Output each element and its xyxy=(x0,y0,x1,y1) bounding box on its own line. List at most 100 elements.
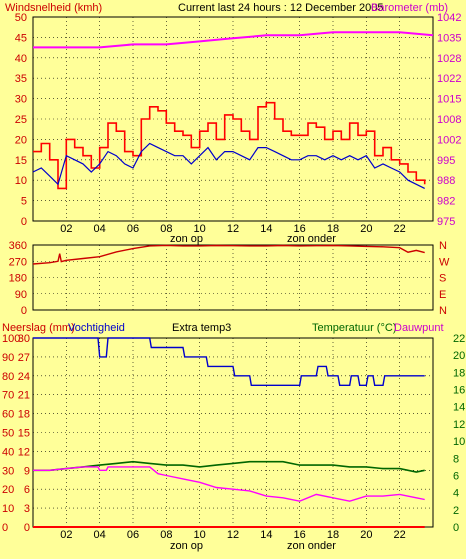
x-tick-label: 14 xyxy=(260,223,272,235)
barometer-y-tick-label: 975 xyxy=(437,216,455,228)
humidity-line xyxy=(33,337,425,386)
x-tick-label: 14 xyxy=(260,529,272,541)
dewpoint-axis-title: Dauwpunt xyxy=(394,322,444,334)
compass-tick-label: E xyxy=(439,289,446,301)
rain-y-tick-label: 100 xyxy=(2,333,20,345)
direction-y-tick-label: 360 xyxy=(9,240,27,252)
rain-y-tick-label: 20 xyxy=(2,484,14,496)
humidity-y-tick-label: 15 xyxy=(18,428,30,440)
extra-temp-title: Extra temp3 xyxy=(172,322,231,334)
sunrise-label-top: zon op xyxy=(170,233,203,245)
temperature-y-tick-label: 2 xyxy=(453,505,459,517)
wind-y-tick-label: 15 xyxy=(15,155,27,167)
barometer-y-tick-label: 1042 xyxy=(437,12,461,24)
humidity-axis-title: Vochtigheid xyxy=(68,322,125,334)
temperature-y-tick-label: 10 xyxy=(453,436,465,448)
humidity-y-tick-label: 0 xyxy=(24,522,30,534)
rain-y-tick-label: 10 xyxy=(2,503,14,515)
direction-y-tick-label: 180 xyxy=(9,273,27,285)
x-tick-label: 16 xyxy=(294,223,306,235)
rain-y-tick-label: 40 xyxy=(2,446,14,458)
wind-y-tick-label: 50 xyxy=(15,12,27,24)
wind-axis-title: Windsnelheid (kmh) xyxy=(5,2,102,14)
barometer-y-tick-label: 988 xyxy=(437,175,455,187)
sunset-label-top: zon onder xyxy=(287,233,336,245)
x-tick-label: 02 xyxy=(60,529,72,541)
direction-y-tick-label: 90 xyxy=(15,289,27,301)
wind-gust-line xyxy=(33,101,426,190)
x-tick-label: 04 xyxy=(94,529,106,541)
x-tick-label: 12 xyxy=(227,223,239,235)
compass-tick-label: S xyxy=(439,273,446,285)
humidity-y-tick-label: 9 xyxy=(24,465,30,477)
humidity-y-tick-label: 18 xyxy=(18,409,30,421)
x-tick-label: 12 xyxy=(227,529,239,541)
temperature-y-tick-label: 20 xyxy=(453,350,465,362)
x-tick-label: 18 xyxy=(327,223,339,235)
barometer-y-tick-label: 1015 xyxy=(437,94,461,106)
x-tick-label: 18 xyxy=(327,529,339,541)
rain-y-tick-label: 30 xyxy=(2,465,14,477)
barometer-y-tick-label: 1035 xyxy=(437,32,461,44)
wind-y-tick-label: 10 xyxy=(15,175,27,187)
x-tick-label: 08 xyxy=(160,223,172,235)
temperature-y-tick-label: 16 xyxy=(453,385,465,397)
temperature-y-tick-label: 8 xyxy=(453,453,459,465)
humidity-y-tick-label: 30 xyxy=(18,333,30,345)
direction-y-tick-label: 0 xyxy=(21,305,27,317)
temperature-y-tick-label: 22 xyxy=(453,333,465,345)
humidity-y-tick-label: 6 xyxy=(24,484,30,496)
x-tick-label: 20 xyxy=(360,529,372,541)
humidity-y-tick-label: 3 xyxy=(24,503,30,515)
barometer-y-tick-label: 982 xyxy=(437,196,455,208)
rain-y-tick-label: 70 xyxy=(2,390,14,402)
temperature-line xyxy=(33,460,425,473)
series-layer xyxy=(32,31,434,528)
rain-y-tick-label: 50 xyxy=(2,428,14,440)
wind-y-tick-label: 20 xyxy=(15,134,27,146)
sunrise-label-bottom: zon op xyxy=(170,540,203,552)
wind-y-tick-label: 25 xyxy=(15,114,27,126)
compass-tick-label: N xyxy=(439,305,447,317)
x-tick-label: 22 xyxy=(394,223,406,235)
wind-y-tick-label: 5 xyxy=(21,196,27,208)
rain-y-tick-label: 90 xyxy=(2,352,14,364)
text-layer: Windsnelheid (kmh) Current last 24 hours… xyxy=(2,2,465,552)
temperature-y-tick-label: 0 xyxy=(453,522,459,534)
humidity-y-tick-label: 21 xyxy=(18,390,30,402)
x-tick-label: 04 xyxy=(94,223,106,235)
x-tick-label: 06 xyxy=(127,223,139,235)
compass-tick-label: N xyxy=(439,240,447,252)
wind-direction-line xyxy=(32,244,425,265)
x-tick-label: 20 xyxy=(360,223,372,235)
x-tick-label: 16 xyxy=(294,529,306,541)
wind-y-tick-label: 40 xyxy=(15,53,27,65)
temperature-y-tick-label: 6 xyxy=(453,470,459,482)
humidity-y-tick-label: 27 xyxy=(18,352,30,364)
temperature-axis-title: Temperatuur (°C) xyxy=(312,322,396,334)
barometer-y-tick-label: 1002 xyxy=(437,134,461,146)
x-tick-label: 22 xyxy=(394,529,406,541)
temperature-y-tick-label: 18 xyxy=(453,367,465,379)
rain-axis-title: Neerslag (mm) xyxy=(2,322,75,334)
x-tick-label: 02 xyxy=(60,223,72,235)
wind-avg-line xyxy=(32,142,425,189)
dewpoint-line xyxy=(33,466,425,502)
temperature-y-tick-label: 4 xyxy=(453,488,459,500)
humidity-y-tick-label: 24 xyxy=(18,371,30,383)
x-tick-label: 08 xyxy=(160,529,172,541)
x-tick-label: 10 xyxy=(194,223,206,235)
rain-y-tick-label: 0 xyxy=(2,522,8,534)
rain-y-tick-label: 60 xyxy=(2,409,14,421)
wind-y-tick-label: 30 xyxy=(15,94,27,106)
chart-header-title: Current last 24 hours : 12 December 2005 xyxy=(178,2,383,14)
barometer-y-tick-label: 1022 xyxy=(437,73,461,85)
barometer-y-tick-label: 995 xyxy=(437,155,455,167)
x-tick-label: 10 xyxy=(194,529,206,541)
direction-y-tick-label: 270 xyxy=(9,256,27,268)
x-tick-label: 06 xyxy=(127,529,139,541)
grid-layer xyxy=(32,16,434,528)
barometer-line xyxy=(33,31,434,49)
